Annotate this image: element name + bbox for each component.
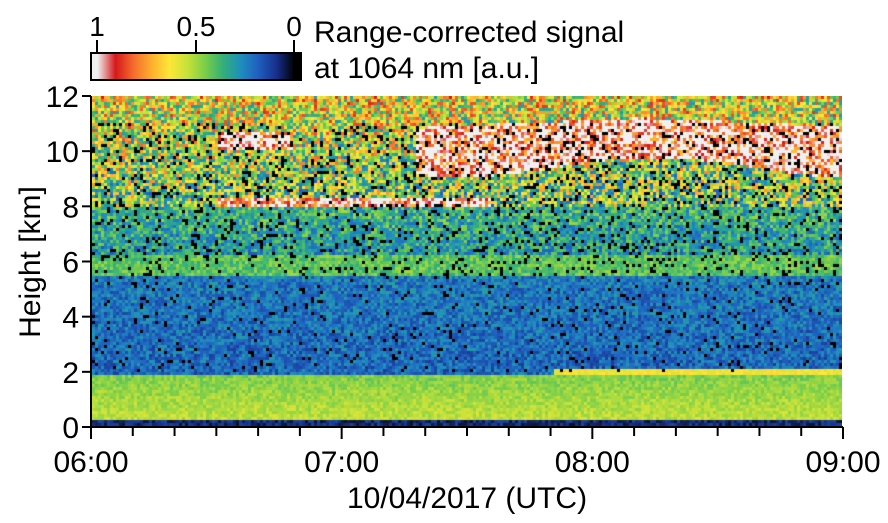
y-tick-label: 0 [62,412,79,445]
x-axis-title: 10/04/2017 (UTC) [347,482,587,515]
y-tick-label: 12 [46,81,79,114]
lidar-heatmap [92,96,842,426]
colorbar-frame [90,52,302,81]
y-axis-ticks [82,95,91,428]
colorbar-tick-label: 0.5 [177,11,216,42]
colorbar-gradient [91,53,301,80]
y-axis-title: Height [km] [14,186,47,338]
x-tick-label: 06:00 [53,446,128,479]
x-tick-label: 07:00 [304,446,379,479]
y-tick-label: 2 [62,357,79,390]
colorbar-tick-label: 1 [89,11,105,42]
colorbar-title-line2: at 1064 nm [a.u.] [314,52,539,85]
x-tick-label: 09:00 [805,446,880,479]
y-tick-label: 10 [46,136,79,169]
y-tick-label: 4 [62,302,79,335]
y-tick-label: 8 [62,191,79,224]
colorbar-tick-label: 0 [286,11,302,42]
x-axis-ticks [90,427,844,439]
colorbar: 1 0.5 0 Range-corrected signal at 1064 n… [89,11,624,85]
x-tick-label: 08:00 [555,446,630,479]
colorbar-title-line1: Range-corrected signal [314,16,624,49]
y-tick-label: 6 [62,247,79,280]
